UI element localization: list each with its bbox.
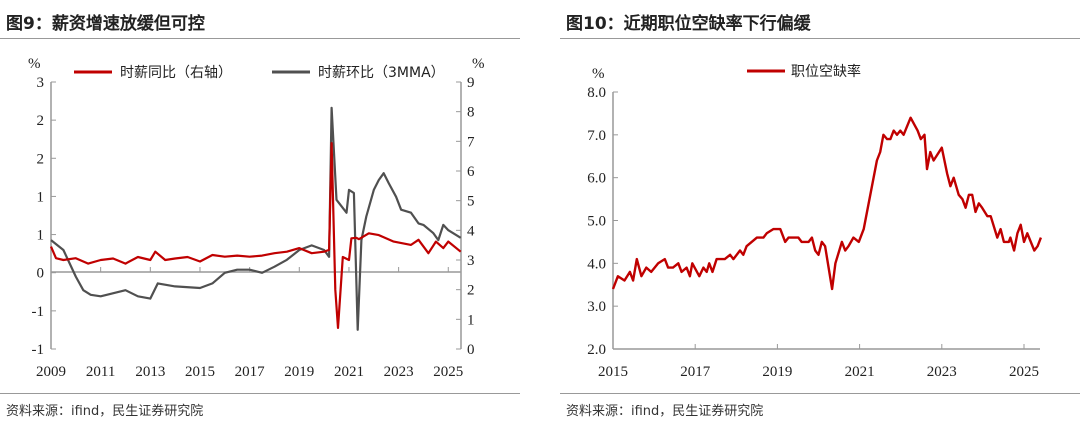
right-source-note: 资料来源：ifind，民生证券研究院 [566,404,764,419]
x-tick-label: 2019 [284,364,314,380]
y-left-tick-label: -1 [32,304,45,320]
left-chart-title: 图9：薪资增速放缓但可控 [6,14,205,34]
series-line-right [49,142,462,329]
x-tick-label: 2021 [845,364,875,380]
y-right-tick-label: 0 [467,342,475,358]
x-tick-label: 2011 [86,364,115,380]
y-right-tick-label: 3 [467,253,475,269]
right-unit-label: % [472,56,485,72]
source-divider [560,393,1080,394]
y-left-tick-label: 0 [37,266,45,282]
y-left-tick-label: 1 [37,228,45,244]
x-tick-label: 2021 [334,364,364,380]
y-tick-label: 5.0 [587,214,606,230]
unit-label: % [592,66,605,82]
series-line [611,116,1043,291]
left-source-note: 资料来源：ifind，民生证券研究院 [6,404,204,419]
y-right-tick-label: 1 [467,312,475,328]
x-tick-label: 2015 [598,364,628,380]
y-left-tick-label: 2 [37,151,45,167]
x-tick-label: 2025 [1009,364,1039,380]
y-tick-label: 4.0 [587,256,606,272]
y-right-tick-label: 6 [467,164,475,180]
y-left-tick-label: 1 [37,189,45,205]
x-tick-label: 2023 [384,364,414,380]
x-tick-label: 2017 [680,364,711,380]
y-right-tick-label: 9 [467,75,475,91]
y-right-tick-label: 5 [467,194,475,210]
y-tick-label: 8.0 [587,85,606,101]
y-right-tick-label: 4 [467,223,475,239]
y-tick-label: 7.0 [587,128,606,144]
x-tick-label: 2015 [185,364,215,380]
title-divider [0,38,520,39]
y-right-tick-label: 8 [467,105,475,121]
series-line-left [50,106,462,331]
x-tick-label: 2013 [135,364,165,380]
title-divider [560,38,1080,39]
y-left-tick-label: 2 [37,113,45,129]
source-divider [0,393,520,394]
x-tick-label: 2025 [433,364,463,380]
right-chart-title: 图10：近期职位空缺率下行偏缓 [566,14,811,34]
left-unit-label: % [28,56,41,72]
x-tick-label: 2017 [235,364,266,380]
y-right-tick-label: 2 [467,283,475,299]
y-left-tick-label: -1 [32,342,45,358]
y-left-tick-label: 3 [37,75,45,91]
y-tick-label: 6.0 [587,171,606,187]
legend-label: 职位空缺率 [791,63,861,80]
legend-label: 时薪同比（右轴） [120,65,232,81]
x-tick-label: 2023 [927,364,957,380]
y-tick-label: 3.0 [587,299,606,315]
x-tick-label: 2019 [762,364,792,380]
legend-label: 时薪环比（3MMA） [318,65,445,81]
y-tick-label: 2.0 [587,342,606,358]
y-right-tick-label: 7 [467,134,475,150]
x-tick-label: 2009 [36,364,66,380]
